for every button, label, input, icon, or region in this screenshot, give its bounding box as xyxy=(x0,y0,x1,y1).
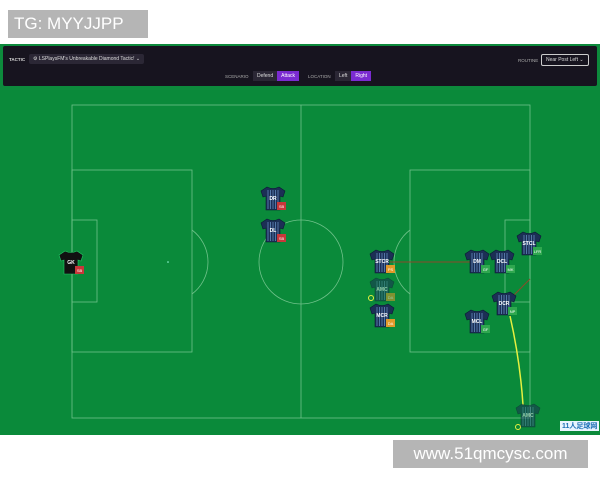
ball-path xyxy=(509,315,524,406)
role-label: PS xyxy=(388,267,394,272)
role-badge xyxy=(277,202,286,210)
role-label: DA xyxy=(388,295,394,300)
role-label: SB xyxy=(279,236,285,241)
player-position: DCR xyxy=(499,301,510,307)
watermark-bottom: www.51qmcysc.com xyxy=(393,440,588,468)
tactic-toolbar: TACTIC ⚙ LSPlaysFM's Unbreakable Diamond… xyxy=(0,44,600,90)
role-badge xyxy=(277,234,286,242)
chevron-down-icon: ⌄ xyxy=(579,57,584,63)
ball-marker xyxy=(368,295,374,301)
scenario-defend[interactable]: Defend xyxy=(253,71,278,81)
role-label: GF xyxy=(483,267,489,272)
player-position: GK xyxy=(67,260,75,266)
player-position: DCL xyxy=(497,259,507,265)
site-logo: 11人足球网 xyxy=(560,421,600,431)
routine-select[interactable]: Near Post Left ⌄ xyxy=(541,54,589,66)
tactic-select[interactable]: ⚙ LSPlaysFM's Unbreakable Diamond Tactic… xyxy=(29,54,145,64)
player-position: STCL xyxy=(522,241,535,247)
role-label: DA xyxy=(388,321,394,326)
routine-value: Near Post Left xyxy=(546,57,578,63)
role-badge xyxy=(506,265,515,273)
scenario-label: SCENARIO xyxy=(225,74,249,79)
player-stcr[interactable]: STCR PS xyxy=(369,249,395,274)
player-position: DM xyxy=(473,259,481,265)
role-label: LFR xyxy=(534,249,542,254)
player-position: MCR xyxy=(376,313,388,319)
role-badge xyxy=(386,293,395,301)
chevron-down-icon: ⌄ xyxy=(135,56,141,62)
location-label: LOCATION xyxy=(308,74,331,79)
role-label: MK xyxy=(508,267,514,272)
tactic-icon: ⚙ xyxy=(33,56,39,62)
player-position: DL xyxy=(270,228,277,234)
scenario-toggle: Defend Attack xyxy=(253,71,300,81)
role-label: SB xyxy=(77,268,83,273)
player-amc[interactable]: AMC xyxy=(515,403,541,428)
scenario-attack[interactable]: Attack xyxy=(277,71,300,81)
role-badge xyxy=(386,265,395,273)
role-badge xyxy=(481,325,490,333)
role-label: NP xyxy=(510,309,516,314)
player-position: MCL xyxy=(472,319,483,325)
player-position: AMC xyxy=(376,287,388,293)
routine-label: ROUTINE xyxy=(518,58,539,63)
role-badge xyxy=(386,319,395,327)
pitch: GK SB DR SB DL SB STCR PS AMC DA MCR DA DM GF DCL MK STC… xyxy=(0,90,600,435)
player-position: DR xyxy=(269,196,277,202)
player-position: AMC xyxy=(522,413,534,419)
role-badge xyxy=(533,247,542,255)
role-label: SB xyxy=(279,204,285,209)
location-left[interactable]: Left xyxy=(335,71,352,81)
role-badge xyxy=(75,266,84,274)
player-stcl[interactable]: STCL LFR xyxy=(516,231,542,256)
location-right[interactable]: Right xyxy=(351,71,372,81)
ball-marker xyxy=(515,424,521,430)
player-position: STCR xyxy=(375,259,389,265)
role-badge xyxy=(481,265,490,273)
role-badge xyxy=(508,307,517,315)
watermark-top: TG: MYYJJPP xyxy=(8,10,148,38)
role-label: GF xyxy=(483,327,489,332)
tactic-value: LSPlaysFM's Unbreakable Diamond Tactic! xyxy=(38,56,135,62)
location-toggle: Left Right xyxy=(335,71,372,81)
tactic-label: TACTIC xyxy=(9,57,26,62)
